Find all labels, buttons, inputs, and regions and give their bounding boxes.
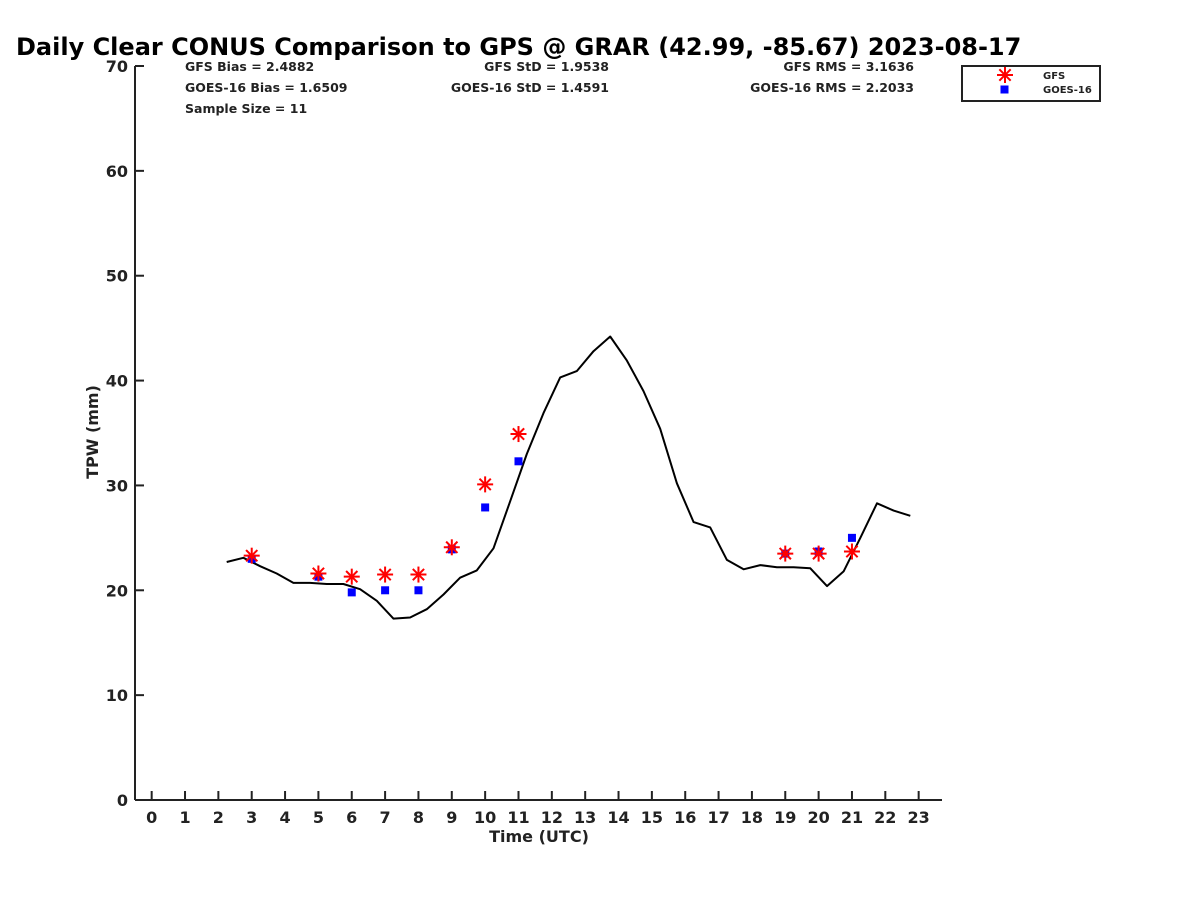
goes-std-text: GOES-16 StD = 1.4591 [451,80,609,95]
gfs-std-text: GFS StD = 1.9538 [484,59,609,74]
x-tick-label: 4 [279,808,290,827]
x-tick-label: 21 [841,808,863,827]
y-tick-label: 10 [106,686,128,705]
x-tick-label: 9 [446,808,457,827]
x-tick-label: 18 [741,808,763,827]
x-tick-label: 10 [474,808,496,827]
gfs-data-point [477,476,493,492]
x-tick-label: 1 [179,808,190,827]
x-tick-label: 23 [908,808,930,827]
x-tick-label: 20 [807,808,829,827]
y-tick-label: 50 [106,267,128,286]
gfs-data-point [844,543,860,559]
x-tick-label: 19 [774,808,796,827]
goes16-data-point [348,588,356,596]
goes-bias-text: GOES-16 Bias = 1.6509 [185,80,347,95]
y-tick-label: 70 [106,57,128,76]
gfs-data-point [344,569,360,585]
legend-goes-square-icon [1001,86,1009,94]
legend: GFS GOES-16 [962,66,1100,101]
x-tick-label: 5 [313,808,324,827]
y-tick-label: 0 [117,791,128,810]
stats-block: GFS Bias = 2.4882 GOES-16 Bias = 1.6509 … [185,59,914,116]
y-tick-label: 60 [106,162,128,181]
plot-series [227,337,911,619]
goes16-data-point [381,586,389,594]
x-tick-label: 12 [541,808,563,827]
goes16-data-point [514,457,522,465]
goes16-data-point [848,534,856,542]
x-tick-label: 15 [641,808,663,827]
x-tick-label: 11 [507,808,529,827]
legend-gfs-label: GFS [1043,71,1065,82]
goes16-data-point [481,503,489,511]
y-ticks: 0 10 20 30 40 50 60 70 [106,57,144,810]
plot-axes [135,66,942,800]
x-tick-label: 2 [213,808,224,827]
x-axis-label: Time (UTC) [489,827,589,846]
goes-rms-text: GOES-16 RMS = 2.2033 [750,80,914,95]
gfs-data-point [310,566,326,582]
gfs-data-point [244,548,260,564]
x-tick-label: 13 [574,808,596,827]
x-tick-label: 3 [246,808,257,827]
gfs-data-point [811,546,827,562]
gps-tpw-line [227,337,911,619]
sample-size-text: Sample Size = 11 [185,101,307,116]
y-tick-label: 20 [106,581,128,600]
x-tick-label: 16 [674,808,696,827]
x-tick-label: 22 [874,808,896,827]
gfs-bias-text: GFS Bias = 2.4882 [185,59,314,74]
gfs-data-point [777,546,793,562]
y-tick-label: 40 [106,372,128,391]
goes16-data-point [414,586,422,594]
x-tick-label: 6 [346,808,357,827]
gfs-data-point [377,567,393,583]
legend-gfs-asterisk-shape [997,67,1013,83]
x-tick-label: 17 [707,808,729,827]
y-axis-label: TPW (mm) [83,385,102,479]
x-tick-label: 8 [413,808,424,827]
x-tick-label: 14 [607,808,629,827]
legend-gfs-asterisk-icon [997,67,1013,83]
gfs-data-point [410,567,426,583]
gfs-data-point [444,539,460,555]
legend-goes-label: GOES-16 [1043,85,1092,96]
y-tick-label: 30 [106,476,128,495]
gfs-data-point [510,426,526,442]
chart-title: Daily Clear CONUS Comparison to GPS @ GR… [16,33,1021,61]
x-tick-label: 0 [146,808,157,827]
gfs-rms-text: GFS RMS = 3.1636 [783,59,914,74]
x-tick-label: 7 [380,808,391,827]
